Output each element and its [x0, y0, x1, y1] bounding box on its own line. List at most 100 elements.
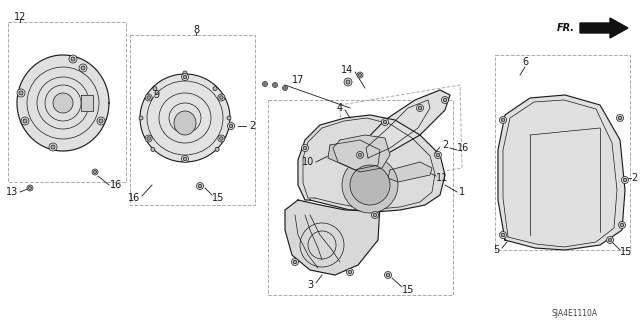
- Circle shape: [417, 105, 424, 111]
- Circle shape: [442, 97, 449, 103]
- Circle shape: [213, 87, 217, 91]
- Text: 12: 12: [14, 12, 26, 22]
- Circle shape: [344, 78, 352, 86]
- Circle shape: [356, 151, 364, 158]
- Ellipse shape: [174, 111, 196, 135]
- Polygon shape: [333, 135, 390, 172]
- Text: 13: 13: [6, 187, 18, 197]
- Circle shape: [387, 273, 390, 277]
- Text: 11: 11: [436, 173, 448, 183]
- Circle shape: [27, 185, 33, 191]
- Circle shape: [69, 55, 77, 63]
- Circle shape: [21, 117, 29, 125]
- Circle shape: [301, 145, 308, 151]
- Text: 10: 10: [302, 157, 314, 167]
- Text: 5: 5: [493, 245, 499, 255]
- Circle shape: [227, 116, 231, 120]
- Circle shape: [499, 231, 506, 238]
- Circle shape: [93, 171, 97, 173]
- Circle shape: [383, 120, 387, 124]
- Text: 17: 17: [292, 75, 304, 85]
- Text: 3: 3: [307, 280, 313, 290]
- Ellipse shape: [140, 74, 230, 162]
- Circle shape: [153, 87, 157, 91]
- Bar: [8, 22, 126, 182]
- Bar: [268, 100, 453, 295]
- Polygon shape: [81, 95, 93, 111]
- Circle shape: [620, 223, 624, 227]
- Circle shape: [358, 153, 362, 157]
- Circle shape: [616, 115, 623, 122]
- Circle shape: [198, 184, 202, 188]
- Circle shape: [358, 74, 362, 76]
- Circle shape: [79, 64, 87, 72]
- Circle shape: [218, 94, 225, 101]
- Bar: [130, 35, 255, 205]
- Bar: [495, 55, 630, 250]
- Circle shape: [623, 178, 627, 182]
- Circle shape: [49, 143, 57, 151]
- Polygon shape: [348, 90, 450, 165]
- Polygon shape: [388, 162, 432, 182]
- Text: 2: 2: [631, 173, 637, 183]
- Circle shape: [274, 84, 276, 86]
- Circle shape: [381, 118, 388, 125]
- Circle shape: [145, 135, 152, 142]
- Circle shape: [385, 271, 392, 278]
- Circle shape: [346, 80, 350, 84]
- Circle shape: [183, 157, 187, 161]
- Polygon shape: [580, 18, 628, 38]
- Circle shape: [218, 135, 225, 142]
- Circle shape: [303, 146, 307, 150]
- Circle shape: [220, 96, 223, 99]
- Circle shape: [92, 169, 98, 175]
- Circle shape: [183, 75, 187, 79]
- Circle shape: [273, 83, 278, 87]
- Circle shape: [348, 270, 352, 274]
- Circle shape: [342, 157, 398, 213]
- Circle shape: [618, 116, 621, 120]
- Circle shape: [183, 157, 187, 161]
- Text: FR.: FR.: [557, 23, 575, 33]
- Circle shape: [282, 85, 287, 91]
- Circle shape: [435, 151, 442, 158]
- Circle shape: [81, 66, 85, 70]
- Circle shape: [618, 221, 625, 228]
- Circle shape: [608, 238, 612, 242]
- Circle shape: [350, 165, 390, 205]
- Circle shape: [607, 236, 614, 244]
- Polygon shape: [298, 115, 445, 212]
- Circle shape: [145, 94, 152, 101]
- Circle shape: [293, 260, 297, 264]
- Circle shape: [291, 259, 298, 266]
- Circle shape: [262, 82, 268, 86]
- Circle shape: [17, 89, 25, 97]
- Circle shape: [499, 116, 506, 124]
- Text: 1: 1: [459, 187, 465, 197]
- Circle shape: [139, 116, 143, 120]
- Circle shape: [419, 106, 422, 110]
- Polygon shape: [17, 55, 109, 151]
- Circle shape: [196, 182, 204, 189]
- Circle shape: [227, 123, 234, 130]
- Text: SJA4E1110A: SJA4E1110A: [552, 309, 598, 318]
- Circle shape: [183, 71, 187, 75]
- Text: 15: 15: [620, 247, 632, 257]
- Circle shape: [220, 137, 223, 140]
- Text: 8: 8: [193, 25, 199, 35]
- Circle shape: [229, 124, 233, 128]
- Circle shape: [23, 119, 27, 123]
- Text: 16: 16: [128, 193, 140, 203]
- Text: 4: 4: [337, 103, 343, 113]
- Circle shape: [51, 145, 55, 149]
- Text: 6: 6: [522, 57, 528, 67]
- Circle shape: [371, 212, 378, 219]
- Circle shape: [215, 148, 219, 151]
- Circle shape: [182, 74, 189, 81]
- Circle shape: [97, 117, 105, 125]
- Circle shape: [373, 213, 377, 217]
- Circle shape: [29, 187, 31, 189]
- Circle shape: [444, 98, 447, 102]
- Text: 16: 16: [110, 180, 122, 190]
- Text: 16: 16: [457, 143, 469, 153]
